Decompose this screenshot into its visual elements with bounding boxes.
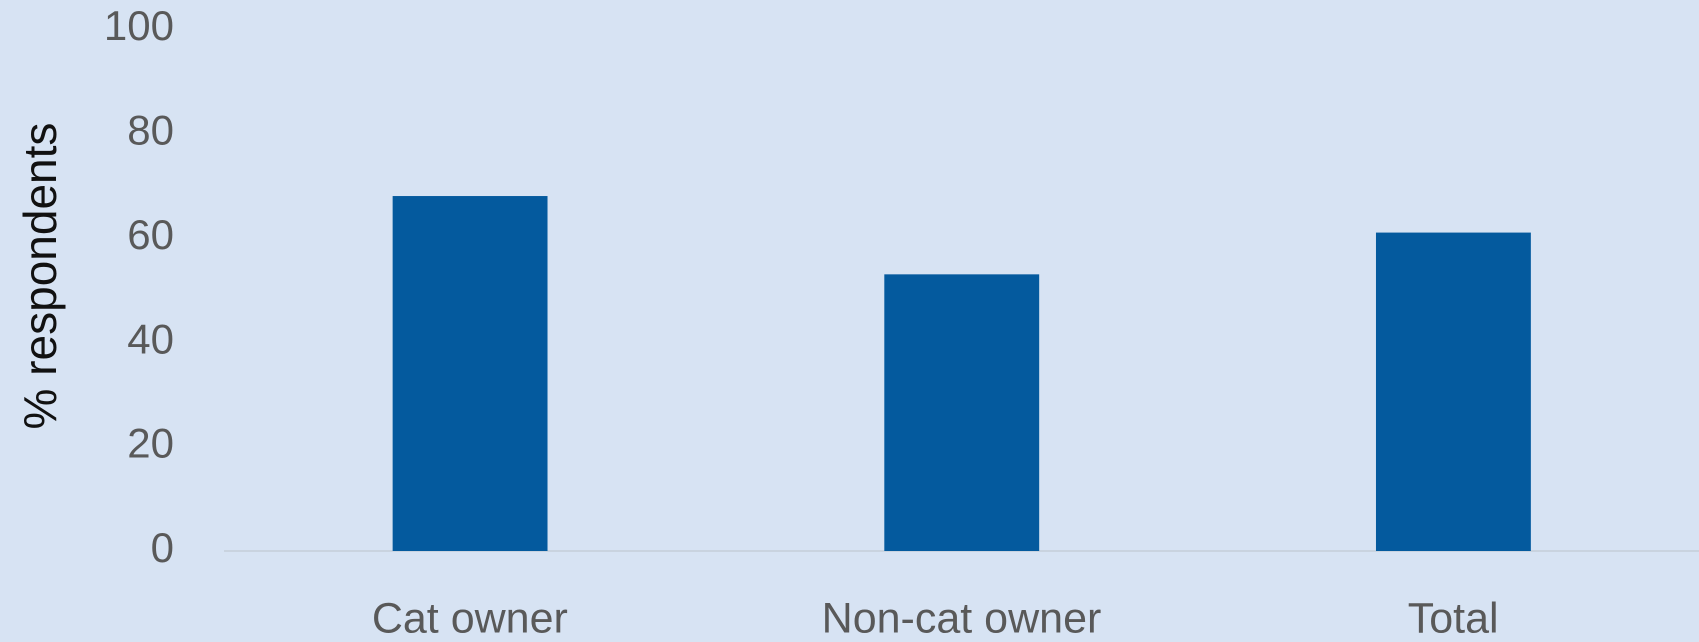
bar: [1376, 233, 1531, 551]
x-tick-label: Total: [1408, 594, 1499, 642]
x-tick-label: Cat owner: [372, 594, 568, 642]
y-tick-label: 60: [127, 211, 174, 258]
bar: [884, 274, 1039, 551]
bar: [393, 196, 548, 551]
y-tick-label: 80: [127, 106, 174, 153]
page: {"chart_data": {"type": "bar", "y_label"…: [0, 0, 1699, 642]
y-tick-label: 20: [127, 420, 174, 467]
y-tick-label: 40: [127, 315, 174, 362]
chart: % respondents 0 20 40 60 80 100 Cat owner Non-c…: [0, 0, 1699, 642]
y-tick-label: 0: [151, 524, 174, 571]
y-axis-title: % respondents: [14, 123, 66, 430]
x-tick-label: Non-cat owner: [822, 594, 1102, 642]
y-tick-label: 100: [104, 2, 174, 49]
